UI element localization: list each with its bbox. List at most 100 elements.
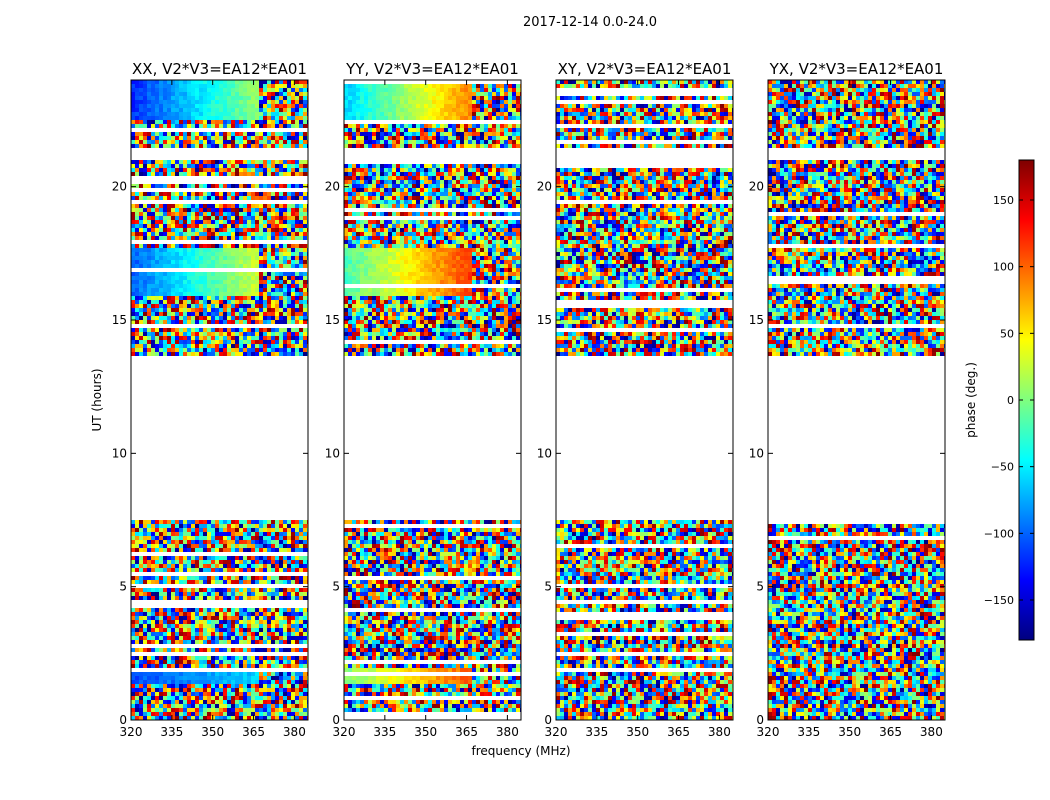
pixel xyxy=(259,124,263,128)
pixel xyxy=(259,288,263,292)
pixel xyxy=(187,136,191,140)
pixel xyxy=(211,136,215,140)
pixel xyxy=(283,252,287,256)
pixel xyxy=(279,220,283,224)
pixel xyxy=(368,564,372,568)
pixel xyxy=(179,340,183,344)
pixel xyxy=(299,292,303,296)
pixel xyxy=(155,252,159,256)
pixel xyxy=(139,524,143,528)
pixel xyxy=(291,676,295,680)
pixel xyxy=(271,520,275,524)
pixel xyxy=(199,624,203,628)
pixel xyxy=(500,520,504,524)
pixel xyxy=(223,696,227,700)
pixel xyxy=(287,216,291,220)
pixel xyxy=(191,588,195,592)
pixel xyxy=(183,664,187,668)
pixel xyxy=(279,608,283,612)
pixel xyxy=(432,536,436,540)
pixel xyxy=(303,524,307,528)
pixel xyxy=(211,560,215,564)
pixel xyxy=(131,596,135,600)
pixel xyxy=(299,168,303,172)
pixel xyxy=(283,560,287,564)
pixel xyxy=(155,596,159,600)
pixel xyxy=(259,304,263,308)
pixel xyxy=(267,160,271,164)
pixel xyxy=(191,100,195,104)
pixel xyxy=(295,300,299,304)
pixel xyxy=(175,704,179,708)
pixel xyxy=(147,640,151,644)
pixel xyxy=(299,348,303,352)
pixel xyxy=(255,616,259,620)
pixel xyxy=(279,312,283,316)
pixel xyxy=(283,592,287,596)
pixel xyxy=(203,216,207,220)
pixel xyxy=(291,284,295,288)
pixel xyxy=(251,704,255,708)
pixel xyxy=(155,624,159,628)
pixel xyxy=(179,688,183,692)
pixel xyxy=(219,624,223,628)
pixel xyxy=(291,332,295,336)
pixel xyxy=(291,236,295,240)
pixel xyxy=(299,80,303,84)
pixel xyxy=(243,520,247,524)
pixel xyxy=(303,560,307,564)
pixel xyxy=(163,116,167,120)
pixel xyxy=(195,612,199,616)
pixel xyxy=(159,620,163,624)
pixel xyxy=(199,288,203,292)
pixel xyxy=(207,576,211,580)
pixel xyxy=(163,232,167,236)
pixel xyxy=(183,648,187,652)
pixel xyxy=(251,620,255,624)
pixel xyxy=(155,196,159,200)
pixel xyxy=(203,88,207,92)
pixel xyxy=(139,236,143,240)
pixel xyxy=(255,320,259,324)
pixel xyxy=(247,124,251,128)
pixel xyxy=(452,552,456,556)
pixel xyxy=(255,228,259,232)
pixel xyxy=(171,280,175,284)
pixel xyxy=(135,120,139,124)
pixel xyxy=(275,520,279,524)
pixel xyxy=(279,632,283,636)
pixel xyxy=(267,680,271,684)
pixel xyxy=(203,672,207,676)
pixel xyxy=(267,612,271,616)
pixel xyxy=(143,632,147,636)
pixel xyxy=(131,588,135,592)
pixel xyxy=(179,716,183,720)
pixel xyxy=(155,592,159,596)
pixel xyxy=(163,112,167,116)
pixel xyxy=(291,224,295,228)
pixel xyxy=(500,540,504,544)
pixel xyxy=(183,716,187,720)
pixel xyxy=(191,168,195,172)
pixel xyxy=(179,296,183,300)
pixel xyxy=(243,540,247,544)
pixel xyxy=(271,700,275,704)
pixel xyxy=(135,548,139,552)
pixel xyxy=(267,308,271,312)
pixel xyxy=(179,136,183,140)
pixel xyxy=(207,716,211,720)
pixel xyxy=(211,704,215,708)
pixel xyxy=(295,212,299,216)
pixel xyxy=(179,328,183,332)
pixel xyxy=(303,104,307,108)
pixel xyxy=(416,556,420,560)
pixel xyxy=(163,216,167,220)
pixel xyxy=(271,164,275,168)
pixel xyxy=(195,616,199,620)
pixel xyxy=(151,316,155,320)
pixel xyxy=(247,664,251,668)
pixel xyxy=(295,172,299,176)
pixel xyxy=(376,552,380,556)
pixel xyxy=(203,564,207,568)
pixel xyxy=(460,548,464,552)
